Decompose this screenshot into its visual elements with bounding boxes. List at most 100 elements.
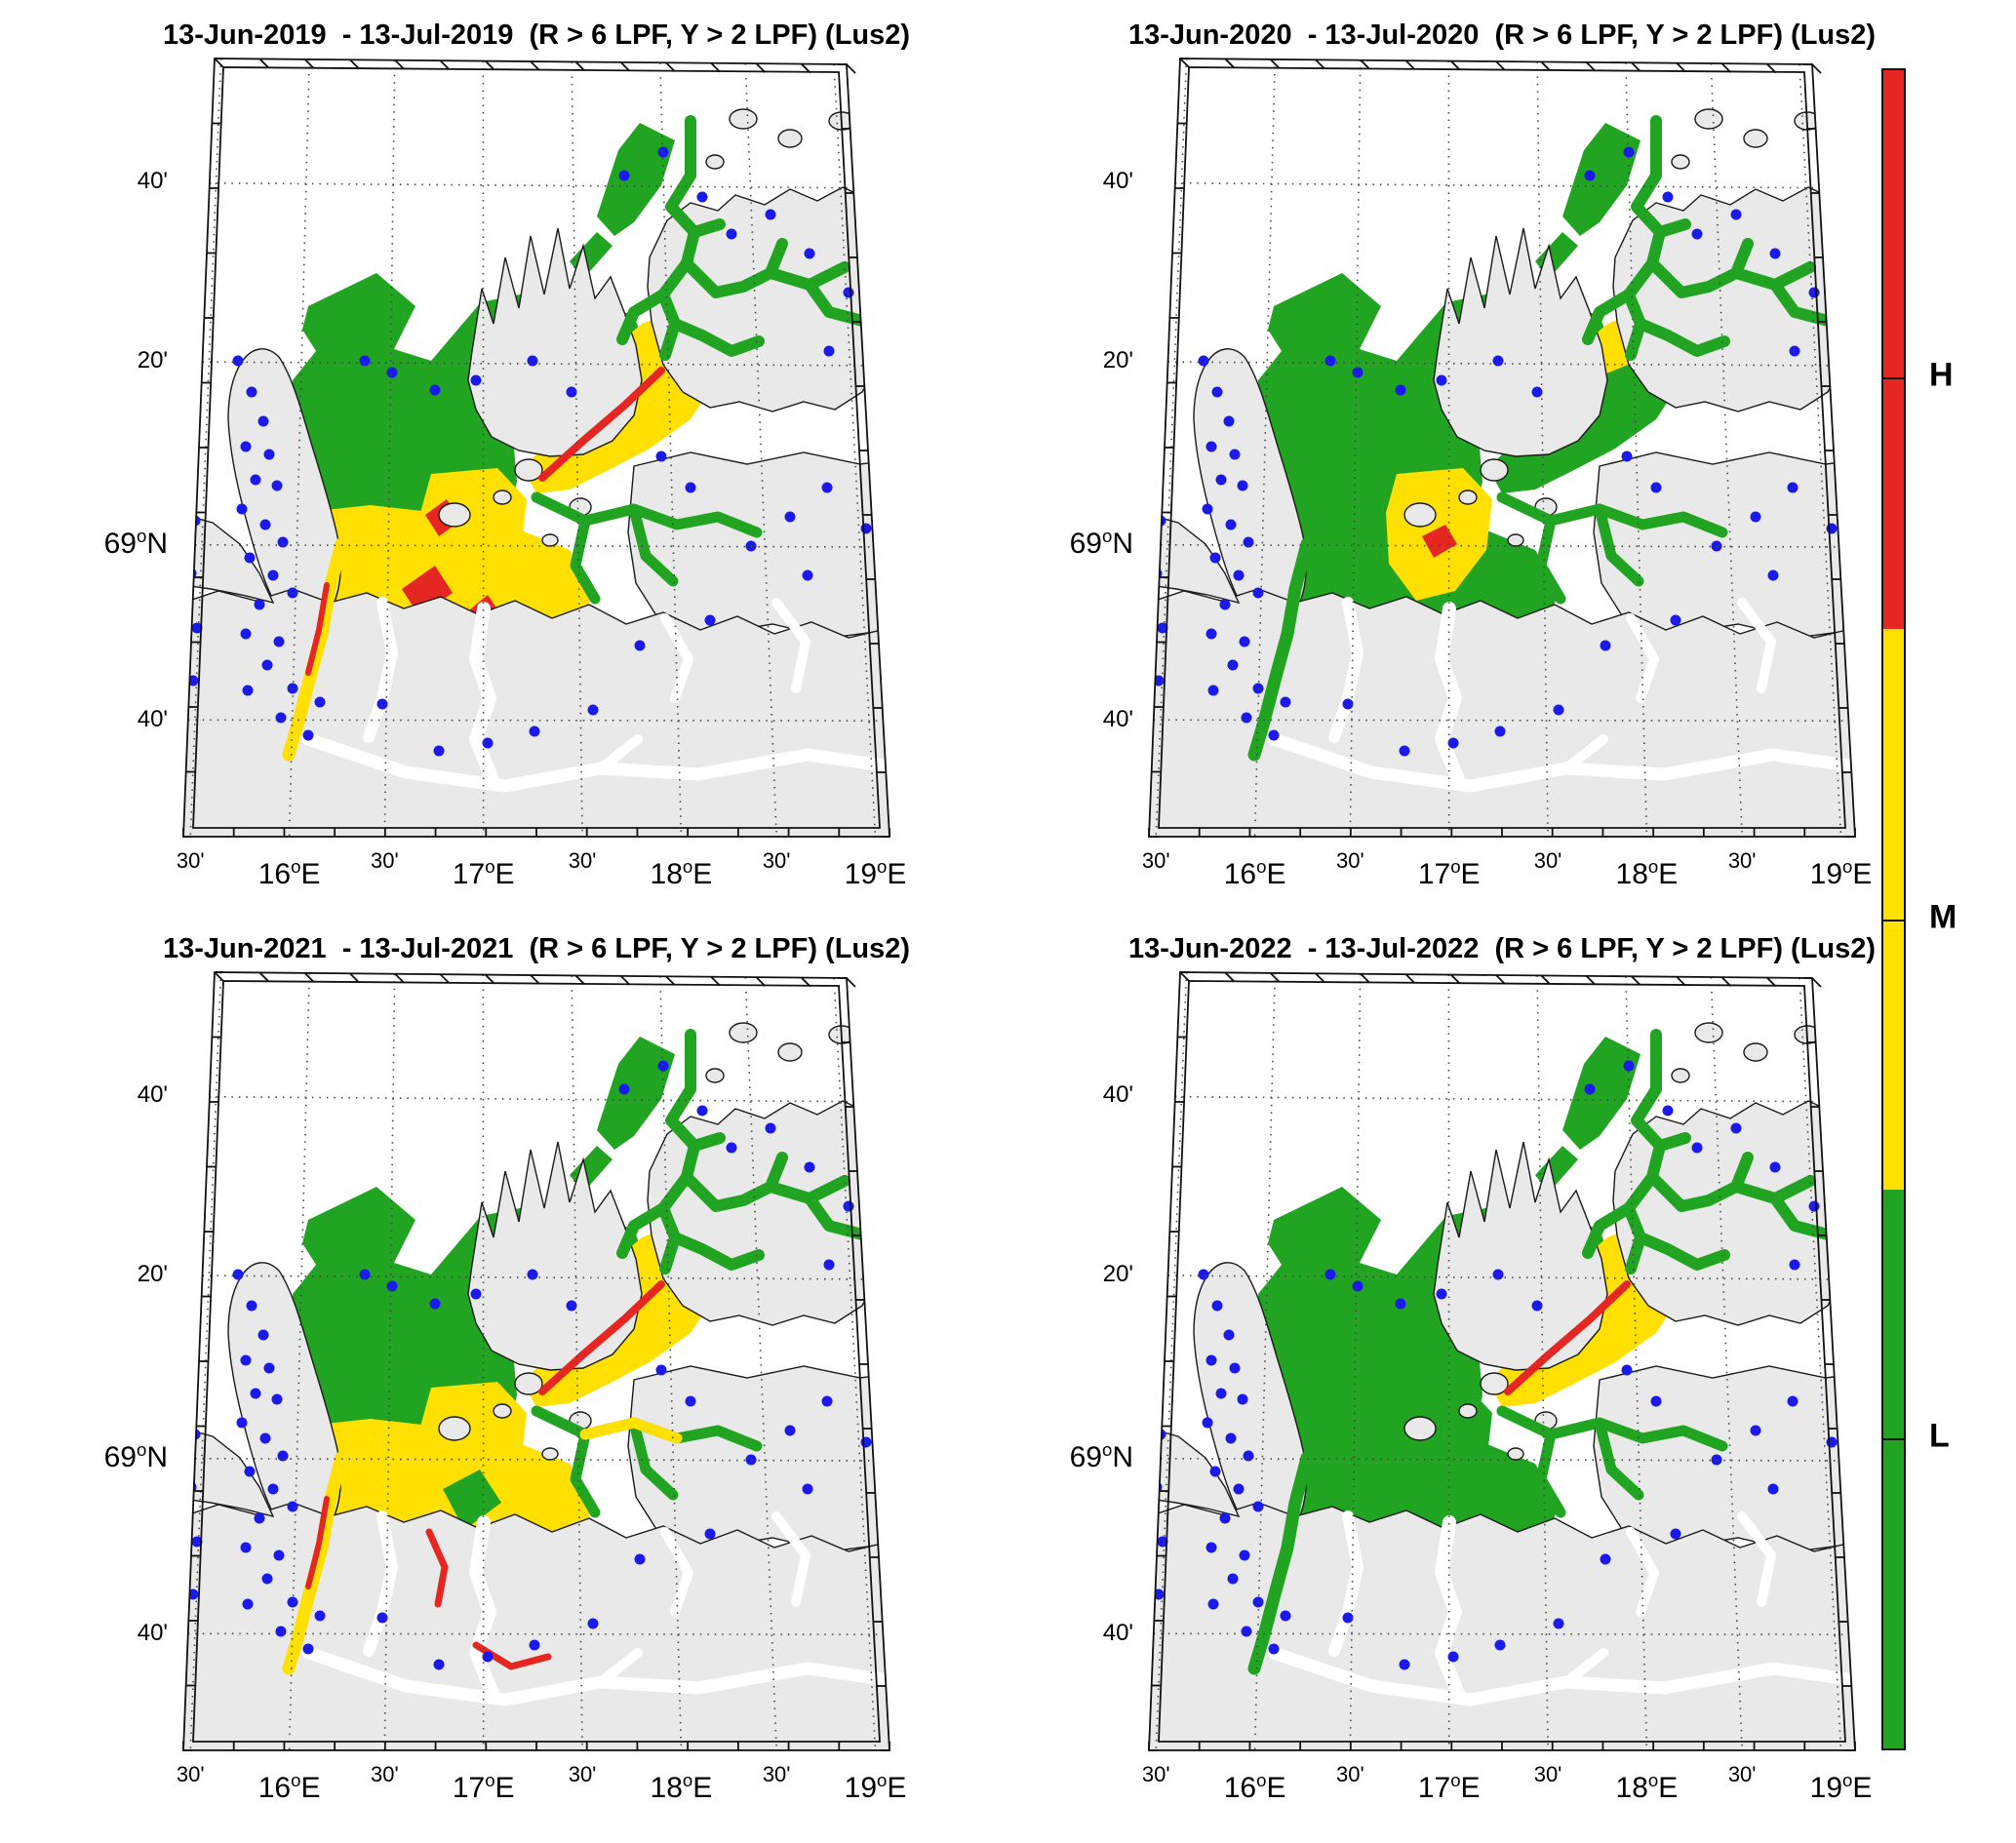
farm-site-dot: [1436, 1288, 1447, 1300]
farm-site-dot: [429, 1298, 441, 1310]
zone-malangen-channel-streak: [1504, 1280, 1631, 1395]
farm-site-dot: [1789, 1259, 1800, 1271]
farm-site-dot: [726, 228, 737, 240]
farm-site-dot: [823, 1259, 835, 1271]
colorbar-label-H: H: [1929, 356, 1954, 394]
farm-site-dot: [843, 1200, 854, 1212]
farm-site-dot: [1342, 698, 1354, 710]
parallel-line: [1174, 1095, 1820, 1103]
x-tick-label: 19oE: [844, 856, 907, 890]
farm-site-dot: [277, 536, 289, 548]
farm-site-dot: [376, 698, 388, 710]
farm-site-dot: [470, 1288, 482, 1300]
y-tick-label: 40': [1102, 706, 1133, 732]
farm-site-dot: [1206, 1542, 1217, 1553]
zone-central-green-patch: [443, 1470, 501, 1530]
meridian-line: [744, 977, 777, 1750]
zone-southeast-fjord-fingers: [1496, 1405, 1728, 1518]
degree-symbol: o: [1647, 1770, 1659, 1790]
zone-southwest-arm-streak: [305, 582, 330, 676]
zone-central-patch-2020: [1422, 525, 1457, 558]
farm-site-dot: [587, 1618, 599, 1629]
map-panel-2020: 13-Jun-2020 - 13-Jul-2020 (R > 6 LPF, Y …: [1070, 20, 1876, 890]
farm-site-dot: [784, 1425, 796, 1436]
land-12: [541, 533, 559, 547]
farm-site-dot: [1553, 704, 1564, 716]
x-tick-label: 30': [1533, 1762, 1562, 1786]
farm-site-dot: [1207, 1598, 1219, 1610]
farm-site-dot: [587, 704, 599, 716]
farm-site-dot: [314, 696, 326, 708]
farm-site-dot: [1157, 1536, 1168, 1548]
farm-site-dot: [527, 1269, 538, 1280]
degree-symbol: o: [1256, 856, 1267, 877]
map-panel-2022: 13-Jun-2022 - 13-Jul-2022 (R > 6 LPF, Y …: [1070, 933, 1876, 1804]
farm-site-dot: [1241, 1626, 1252, 1637]
meridian-line: [288, 972, 310, 1750]
x-tick-label: 30': [1727, 1762, 1757, 1786]
farm-site-dot: [1767, 1483, 1779, 1495]
farm-site-dot: [273, 636, 285, 647]
degree-symbol: o: [291, 1770, 301, 1790]
degree-symbol: o: [1450, 1770, 1461, 1790]
farm-site-dot: [655, 1364, 667, 1376]
land-10: [1403, 1416, 1437, 1441]
degree-symbol: o: [1842, 1770, 1853, 1790]
farm-site-dot: [244, 552, 256, 564]
farm-site-dot: [277, 1450, 289, 1462]
farm-site-dot: [1207, 685, 1219, 696]
farm-site-dot: [314, 1610, 326, 1622]
farm-site-dot: [1227, 659, 1239, 671]
farm-site-dot: [273, 1549, 285, 1561]
farm-site-dot: [1252, 587, 1264, 599]
farm-site-dot: [1280, 696, 1291, 708]
x-tick-label: 30': [568, 1762, 597, 1786]
farm-site-dot: [1600, 1553, 1611, 1565]
x-tick-label: 16oE: [257, 856, 321, 890]
farm-site-dot: [287, 587, 298, 599]
map-canvas-2020: [1148, 58, 1856, 838]
fjord-channel-4: [660, 1527, 693, 1617]
y-tick-label: 20': [137, 1261, 168, 1287]
farm-site-dot: [1494, 1639, 1506, 1651]
meridian-line: [383, 973, 396, 1750]
land-13: [627, 451, 889, 639]
land-9: [1458, 490, 1478, 505]
x-tick-label: 16oE: [1223, 856, 1286, 890]
x-tick-label: 18oE: [650, 856, 713, 890]
meridian-line: [833, 63, 877, 837]
degree-symbol: o: [291, 856, 301, 877]
farm-site-dot: [386, 367, 398, 378]
farm-site-dot: [246, 1300, 257, 1312]
fjord-channel-0: [469, 602, 500, 789]
farm-site-dot: [696, 191, 708, 203]
parallel-line: [1153, 719, 1849, 723]
farm-site-dot: [843, 287, 854, 298]
zone-north-funnel: [570, 1037, 675, 1193]
farm-site-dot: [1662, 191, 1674, 203]
farm-site-dot: [482, 737, 494, 749]
parallel-line: [1167, 1274, 1830, 1280]
farm-site-dot: [862, 1122, 874, 1134]
x-tick-label: 30': [1141, 848, 1170, 873]
x-tick-label: 30': [762, 1762, 791, 1786]
farm-site-dot: [1206, 1354, 1217, 1366]
x-axis-labels-2019: 30' 16oE 30' 17oE 30' 18oE 30' 19oE: [177, 837, 906, 905]
farm-site-dot: [1237, 1393, 1248, 1405]
farm-site-dot: [250, 474, 261, 486]
farm-site-dot: [618, 170, 630, 181]
farm-site-dot: [254, 1512, 265, 1524]
farm-site-dot: [1787, 1395, 1799, 1407]
farm-site-dot: [1670, 1528, 1681, 1540]
meridian-line: [1253, 59, 1276, 837]
land-3: [1694, 1022, 1723, 1043]
x-tick-label: 17oE: [452, 1770, 515, 1804]
land-4: [1743, 129, 1768, 148]
farm-site-dot: [271, 1393, 283, 1405]
farm-site-dot: [860, 523, 872, 534]
meridian-line: [1253, 972, 1276, 1750]
y-tick-label: 69oN: [1069, 526, 1133, 560]
farm-site-dot: [1223, 415, 1235, 427]
land-7: [705, 1068, 725, 1083]
meridian-line: [1799, 977, 1842, 1750]
